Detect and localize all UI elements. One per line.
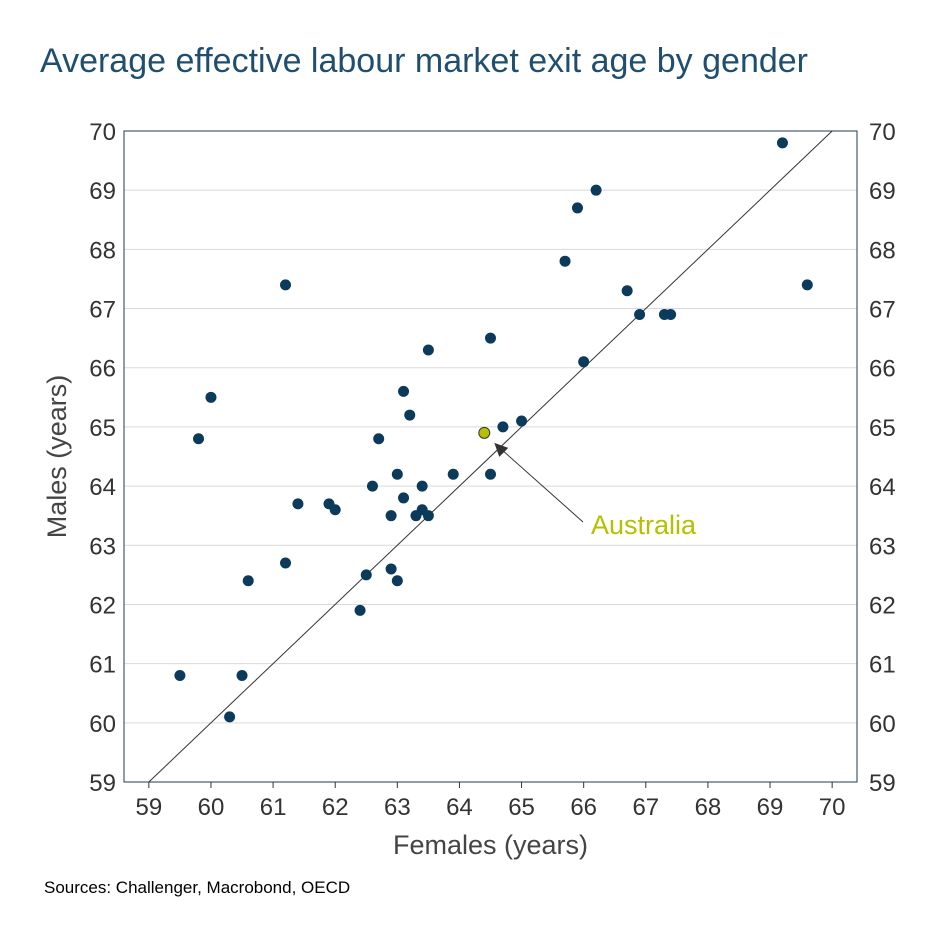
y-tick-label-right: 61 xyxy=(869,652,896,679)
data-point xyxy=(373,433,385,445)
y-tick-label-left: 62 xyxy=(89,592,116,619)
x-tick-label: 69 xyxy=(757,794,784,821)
data-point xyxy=(590,184,602,196)
data-point xyxy=(404,409,416,421)
y-tick-label-right: 70 xyxy=(869,119,896,146)
data-point xyxy=(621,285,633,297)
y-tick-label-right: 69 xyxy=(869,178,896,205)
annotation-arrowhead xyxy=(494,442,509,457)
y-tick-label-left: 69 xyxy=(89,178,116,205)
data-point xyxy=(559,255,571,267)
source-note: Sources: Challenger, Macrobond, OECD xyxy=(44,878,351,897)
data-point xyxy=(578,356,590,368)
y-axis-label: Males (years) xyxy=(42,375,72,539)
x-tick-label: 65 xyxy=(508,794,535,821)
data-point xyxy=(416,480,428,492)
x-tick-label: 59 xyxy=(135,794,162,821)
data-point xyxy=(224,711,236,723)
annotation-arrow-line xyxy=(495,444,584,523)
y-tick-label-right: 63 xyxy=(869,533,896,560)
data-point xyxy=(360,569,372,581)
x-tick-label: 63 xyxy=(384,794,411,821)
data-point xyxy=(571,202,583,214)
data-point xyxy=(422,510,434,522)
x-tick-label: 64 xyxy=(446,794,473,821)
data-point xyxy=(385,510,397,522)
data-point xyxy=(422,344,434,356)
data-point xyxy=(485,332,496,344)
x-axis-label: Females (years) xyxy=(393,830,588,860)
data-point xyxy=(280,557,292,569)
data-point xyxy=(329,504,341,516)
data-point xyxy=(292,498,304,510)
y-tick-label-left: 68 xyxy=(89,237,116,264)
y-tick-label-right: 64 xyxy=(869,474,896,501)
data-point xyxy=(447,468,459,480)
y-tick-label-left: 66 xyxy=(89,356,116,383)
data-point xyxy=(242,575,254,587)
data-point xyxy=(366,480,378,492)
x-tick-label: 66 xyxy=(570,794,597,821)
data-point xyxy=(398,492,410,504)
data-point xyxy=(385,563,397,575)
data-point xyxy=(236,669,248,681)
y-tick-label-right: 60 xyxy=(869,711,896,738)
data-point xyxy=(398,385,410,397)
y-tick-label-right: 59 xyxy=(869,770,896,797)
data-point xyxy=(391,575,403,587)
data-point xyxy=(776,137,788,149)
plot-frame xyxy=(123,130,858,783)
data-point xyxy=(391,468,403,480)
data-point xyxy=(497,421,509,433)
y-tick-label-left: 60 xyxy=(89,711,116,738)
reference-line xyxy=(148,130,833,783)
chart-title: Average effective labour market exit age… xyxy=(40,42,808,80)
y-tick-label-left: 70 xyxy=(89,119,116,146)
x-tick-label: 60 xyxy=(198,794,225,821)
data-point xyxy=(205,391,217,403)
data-point xyxy=(516,415,528,427)
x-tick-label: 61 xyxy=(260,794,287,821)
y-tick-label-left: 63 xyxy=(89,533,116,560)
y-tick-label-left: 59 xyxy=(89,770,116,797)
y-tick-label-right: 62 xyxy=(869,592,896,619)
highlight-label: Australia xyxy=(591,510,697,540)
data-point xyxy=(280,279,292,291)
data-point xyxy=(665,308,677,320)
y-tick-label-right: 65 xyxy=(869,415,896,442)
x-tick-label: 67 xyxy=(632,794,659,821)
x-tick-label: 68 xyxy=(695,794,722,821)
data-point xyxy=(354,604,366,616)
y-tick-label-left: 64 xyxy=(89,474,116,501)
x-tick-label: 70 xyxy=(819,794,846,821)
y-tick-label-right: 66 xyxy=(869,356,896,383)
data-point xyxy=(485,468,496,480)
data-point xyxy=(801,279,813,291)
data-point xyxy=(634,308,646,320)
y-tick-label-right: 67 xyxy=(869,297,896,324)
data-point xyxy=(193,433,205,445)
highlight-point xyxy=(478,426,491,439)
y-tick-label-left: 65 xyxy=(89,415,116,442)
y-tick-label-left: 67 xyxy=(89,297,116,324)
y-tick-label-left: 61 xyxy=(89,652,116,679)
y-tick-label-right: 68 xyxy=(869,237,896,264)
x-tick-label: 62 xyxy=(322,794,349,821)
data-point xyxy=(174,669,186,681)
